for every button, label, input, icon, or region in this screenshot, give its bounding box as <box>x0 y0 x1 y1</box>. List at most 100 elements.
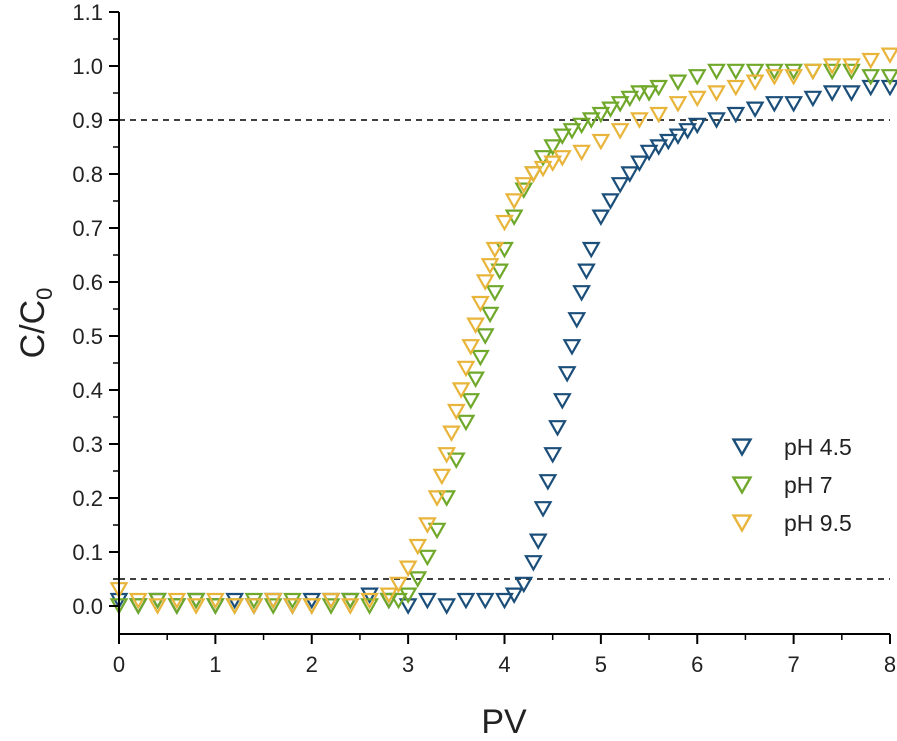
data-point <box>148 598 167 615</box>
data-point <box>514 576 534 594</box>
data-point <box>533 160 553 178</box>
legend-marker <box>731 438 753 457</box>
data-point <box>533 501 553 518</box>
data-point <box>524 555 543 572</box>
data-point <box>514 182 534 200</box>
data-point <box>538 474 558 491</box>
data-point <box>543 447 563 464</box>
data-point <box>205 592 225 610</box>
legend-marker <box>731 514 753 533</box>
data-point <box>514 177 534 194</box>
ticks: 0 1 2 3 4 5 6 7 8 0.0 0.1 0.2 0.3 0.4 0.5 0.6 0.7 0.8 0.9 1… <box>72 0 896 677</box>
data-point <box>244 592 264 610</box>
data-point <box>668 74 688 92</box>
axes <box>118 12 890 635</box>
data-point <box>398 560 418 578</box>
y-tick-label: 1.1 <box>72 0 103 25</box>
data-point <box>880 47 897 65</box>
data-point <box>485 285 505 302</box>
data-point <box>456 414 476 432</box>
data-point <box>822 63 842 81</box>
data-point <box>861 79 881 97</box>
x-tick-label: 3 <box>402 652 414 677</box>
data-point <box>480 306 500 324</box>
data-point <box>581 112 601 129</box>
data-point <box>861 69 881 86</box>
data-point <box>861 52 881 70</box>
y-tick-label: 0.2 <box>72 486 103 511</box>
data-point <box>340 598 360 615</box>
x-tick-label: 8 <box>884 652 896 677</box>
data-point <box>842 58 861 75</box>
data-point <box>475 328 495 345</box>
data-point <box>784 63 804 81</box>
data-point <box>668 128 688 146</box>
data-point <box>471 349 490 367</box>
data-point <box>562 123 582 140</box>
data-point <box>437 598 457 615</box>
data-point <box>726 106 746 124</box>
data-point <box>340 592 360 610</box>
data-point <box>437 490 457 507</box>
data-point <box>475 274 495 291</box>
data-point <box>803 90 823 108</box>
data-point <box>572 117 591 135</box>
data-point <box>225 592 245 610</box>
data-point <box>577 263 596 281</box>
data-point <box>408 571 428 588</box>
data-point <box>707 112 726 129</box>
data-point <box>562 339 582 356</box>
data-point <box>610 177 630 194</box>
data-point <box>630 155 649 173</box>
data-point <box>822 85 842 102</box>
y-axis-title: C/C0 <box>14 288 57 359</box>
y-tick-label: 0.7 <box>72 216 103 241</box>
data-point <box>490 263 510 281</box>
data-point <box>639 144 659 162</box>
data-point <box>572 285 591 302</box>
y-tick-label: 0.3 <box>72 432 103 457</box>
y-tick-label: 1.0 <box>72 54 103 79</box>
data-point <box>427 522 447 540</box>
legend-label: pH 7 <box>784 472 833 498</box>
data-point <box>427 490 447 507</box>
data-point <box>451 382 471 399</box>
data-point <box>471 295 490 313</box>
data-point <box>822 58 842 75</box>
series-2 <box>109 63 897 615</box>
x-tick-label: 5 <box>595 652 607 677</box>
data-point <box>461 393 481 410</box>
data-point <box>244 598 264 615</box>
data-point <box>360 598 379 615</box>
y-axis-title-subscript: 0 <box>32 288 57 300</box>
y-tick-label: 0.6 <box>72 270 103 295</box>
data-point <box>610 96 630 113</box>
y-tick-label: 0.8 <box>72 162 103 187</box>
data-point <box>591 133 611 151</box>
data-point <box>687 90 707 108</box>
data-point <box>225 598 245 615</box>
legend-marker <box>731 476 753 495</box>
data-point <box>524 166 543 183</box>
data-point <box>668 96 688 113</box>
data-point <box>398 587 418 605</box>
data-point <box>649 79 669 97</box>
data-point <box>437 447 457 464</box>
data-point <box>543 139 563 156</box>
data-point <box>678 123 698 140</box>
data-point <box>726 63 746 81</box>
y-tick-label: 0.1 <box>72 540 103 565</box>
data-point <box>745 101 765 119</box>
data-point <box>620 90 640 108</box>
data-point <box>557 366 577 383</box>
data-point <box>442 425 461 443</box>
x-tick-label: 6 <box>691 652 703 677</box>
data-point <box>543 155 563 173</box>
series-3 <box>109 47 897 615</box>
data-point <box>803 63 823 81</box>
x-axis-title: PV <box>481 703 527 741</box>
data-point <box>880 69 897 86</box>
data-point <box>321 598 341 615</box>
data-point <box>128 592 148 610</box>
